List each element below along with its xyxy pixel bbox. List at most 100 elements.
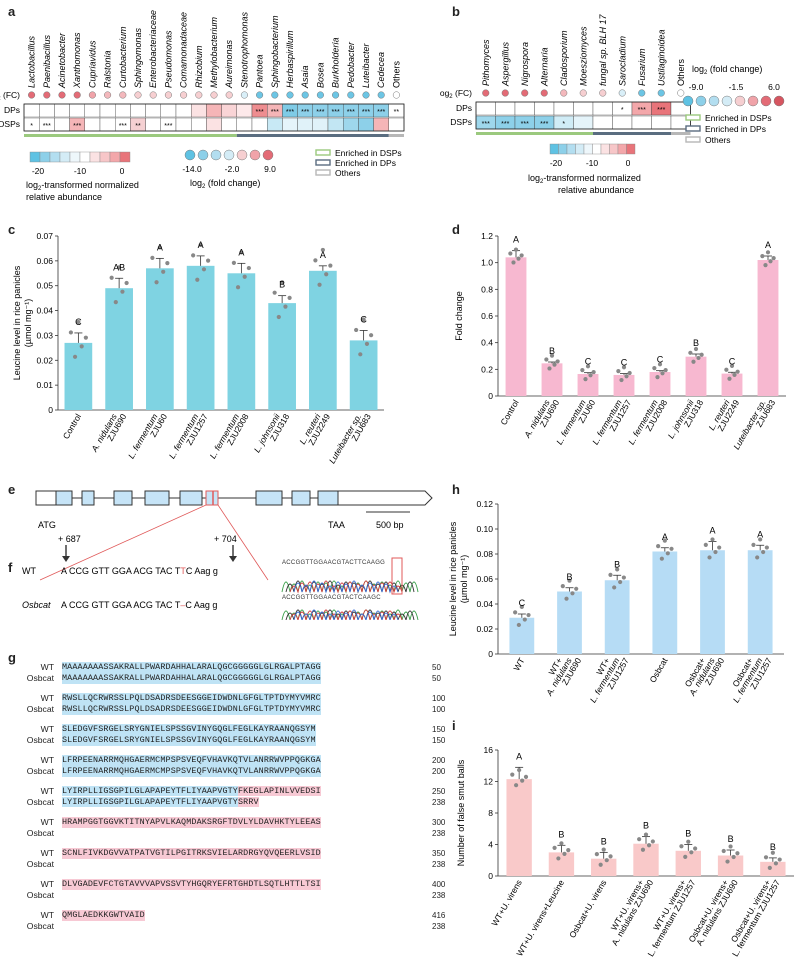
heat-cell — [514, 101, 535, 116]
sig-stars: *** — [521, 121, 529, 128]
panel-b: Pithomyces Aspergillus Nigrospora Alternari… — [440, 13, 785, 195]
seq-text: SCNLFIVKDGVVATPATVGTILPGITRKSVIELARDRGYQ… — [62, 848, 321, 859]
y-tick-label: 1.0 — [481, 258, 493, 268]
sig-letter: A — [765, 240, 771, 250]
sig-letter: B — [685, 829, 691, 839]
data-point — [763, 263, 768, 268]
bar — [757, 260, 779, 396]
panel-label-i: i — [452, 718, 456, 733]
data-point — [604, 858, 609, 863]
data-point — [124, 280, 129, 286]
legend-label: Others — [705, 135, 731, 145]
fc-dot — [28, 91, 36, 99]
taxon-label: Cupriavidus — [87, 40, 97, 88]
data-point — [703, 542, 708, 547]
data-point — [157, 245, 162, 250]
sig-stars: *** — [316, 109, 324, 116]
seq-name: Osbcat — [26, 766, 54, 776]
seq-text: LYIRPLLIGSGPILGLAPAPEYTFLIYAAPVGTYFKEGLA… — [62, 786, 321, 796]
exon-5 — [179, 490, 203, 506]
wt-seq: A CCG GTT GGA ACG TAC TTC Aag g — [61, 566, 218, 576]
data-point — [583, 377, 588, 382]
exon-2 — [81, 490, 95, 506]
y-tick-label: 0.06 — [36, 256, 53, 266]
y-tick-label: 0.12 — [476, 499, 493, 509]
taxon-label: Bosea — [315, 62, 325, 88]
data-point — [777, 857, 782, 862]
scale-swatch — [600, 143, 610, 155]
taxon-label: Stenotrophomonas — [239, 11, 249, 88]
sig-stars: *** — [362, 109, 370, 116]
data-point — [165, 260, 170, 266]
data-point — [693, 846, 698, 851]
exon-6 — [205, 490, 219, 506]
data-point — [117, 265, 122, 270]
exon-8 — [291, 490, 311, 506]
sig-stars: *** — [256, 109, 264, 116]
seq-text: RWSLLQCRWRSSLPQLDSADRSDEESGGEIDWDNLGFGLT… — [62, 693, 321, 704]
taxon-label: Curtobacterium — [118, 26, 128, 88]
fc-dot — [362, 91, 370, 99]
data-point — [83, 335, 88, 340]
data-point — [662, 538, 667, 543]
data-point — [272, 290, 277, 295]
seq-text: LFRPEENARRMQHGAERMCMPSPSVEQFVHAVKQTVLANR… — [62, 766, 321, 777]
taxon-label: Asaia — [300, 65, 310, 89]
bar — [760, 861, 786, 876]
seq-text: MAAAAAAASSAKRALLPWARDAHHALARALQGCGGGGGLG… — [62, 673, 321, 684]
bar — [652, 551, 678, 654]
taxon-label: Others — [676, 58, 686, 86]
wt-label: WT — [22, 566, 36, 576]
data-point — [552, 845, 557, 850]
legend-swatch — [315, 169, 331, 176]
seq-name: WT — [40, 817, 54, 827]
fc-dot — [43, 91, 51, 99]
seq-name: Osbcat — [26, 890, 54, 900]
taxon-label: Sarocladium — [617, 35, 627, 86]
taxon-label: Pseudomonas — [163, 30, 173, 88]
fc-scale-dot — [249, 149, 261, 161]
taxon-label: Enterobacteriaceae — [148, 10, 158, 88]
bar — [633, 843, 659, 876]
data-point — [656, 544, 661, 549]
pos-704: + 704 — [214, 534, 237, 544]
chart-d: 0 0.2 0.4 0.6 0.8 1.0 1.2 Fold change A Control B A… — [454, 231, 786, 451]
taxon-label: Paenibacillus — [42, 34, 52, 88]
fc-dot — [88, 91, 96, 99]
data-point — [287, 295, 292, 300]
heat-cell — [651, 115, 672, 130]
data-point — [710, 537, 715, 542]
data-point — [773, 861, 779, 866]
fc-scale-dot — [184, 149, 196, 161]
y-tick-label: 0.4 — [481, 338, 493, 348]
sig-letter: C — [360, 314, 367, 324]
data-point — [689, 850, 694, 855]
y-tick-label: 16 — [484, 745, 494, 755]
heat-cell — [631, 115, 652, 130]
heat-cell — [573, 115, 594, 130]
data-point — [283, 304, 288, 309]
y-tick-label: 0.8 — [481, 284, 493, 294]
data-point — [516, 622, 521, 628]
seq-position: 100 — [432, 694, 446, 703]
seq-name: WT — [40, 662, 54, 672]
sig-letter: C — [621, 358, 628, 368]
seq-text: QMGLAEDKKGWTVAID — [62, 910, 145, 921]
taxon-label: Ralstonia — [103, 50, 113, 88]
bar — [268, 303, 296, 410]
sig-stars: *** — [377, 109, 385, 116]
data-point — [669, 546, 674, 551]
fc-dot — [579, 89, 587, 97]
fc-dot — [256, 91, 264, 99]
scale-title: log2-transformed normalized — [26, 180, 139, 192]
heat-cell — [612, 115, 633, 130]
seq-position: 250 — [432, 787, 446, 796]
data-point — [758, 537, 763, 542]
data-point — [364, 341, 370, 346]
fc-dot — [104, 91, 112, 99]
seq-text: DLVGADEVFCTGTAVVVAPVSSVTYHGQRYEFRTGHDTLS… — [62, 879, 321, 890]
scale-tick: -20 — [550, 158, 563, 168]
sig-letter: A — [709, 526, 715, 536]
fc-scale-dot — [262, 149, 274, 161]
data-point — [544, 357, 549, 362]
